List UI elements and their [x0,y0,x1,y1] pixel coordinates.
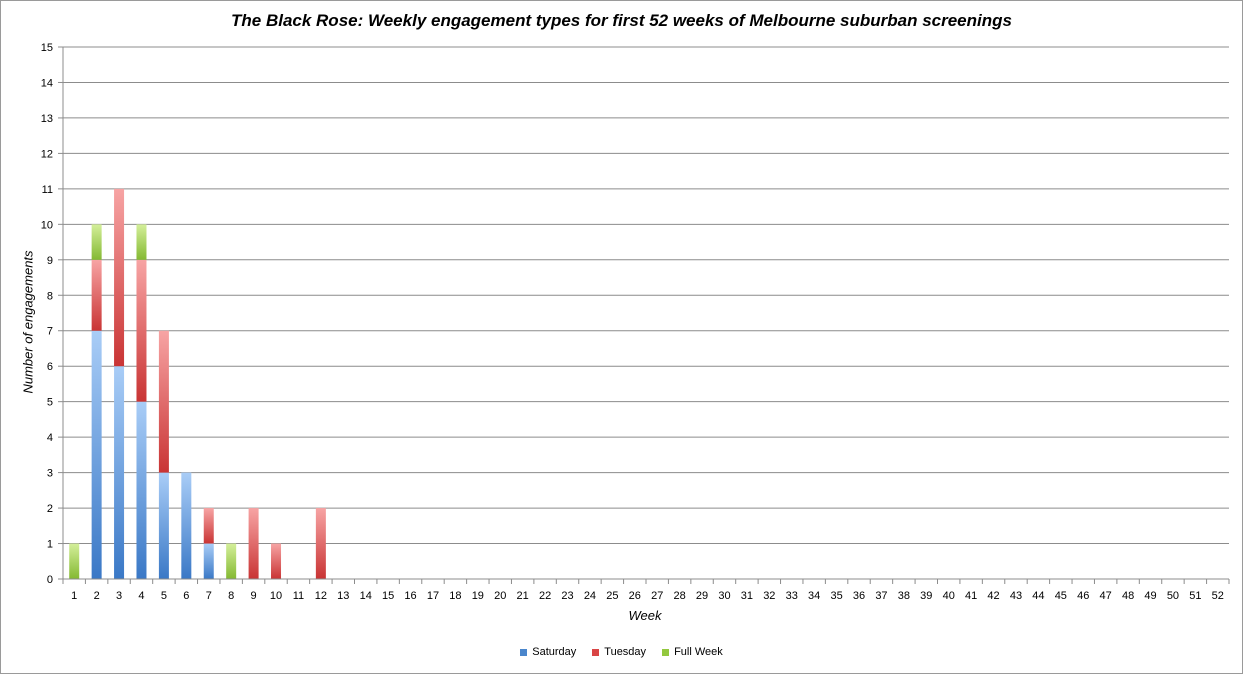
bar-saturday-week-2 [91,330,102,579]
x-tick-label: 45 [1055,590,1067,602]
x-tick-label: 36 [853,590,865,602]
x-tick-label: 33 [786,590,798,602]
x-tick-label: 21 [517,590,529,602]
x-tick-label: 47 [1100,590,1112,602]
x-tick-label: 41 [965,590,977,602]
y-tick-label: 3 [47,468,53,480]
y-tick-label: 9 [47,255,53,267]
bar-full-week-week-8 [226,543,237,579]
x-tick-label: 15 [382,590,394,602]
x-tick-label: 44 [1032,590,1044,602]
x-tick-label: 24 [584,590,596,602]
legend-swatch [592,648,600,656]
x-tick-label: 8 [228,590,234,602]
bar-tuesday-week-7 [203,508,214,544]
y-tick-label: 7 [47,326,53,338]
x-tick-label: 42 [987,590,999,602]
bar-saturday-week-3 [114,366,125,579]
x-tick-label: 3 [116,590,122,602]
x-tick-label: 14 [360,590,372,602]
x-tick-label: 19 [472,590,484,602]
x-tick-label: 10 [270,590,282,602]
x-tick-label: 37 [875,590,887,602]
y-tick-label: 13 [41,113,53,125]
x-tick-label: 31 [741,590,753,602]
bar-tuesday-week-5 [158,330,169,473]
bar-full-week-week-4 [136,224,147,260]
legend-label: Saturday [532,646,577,658]
x-tick-label: 2 [94,590,100,602]
x-tick-label: 38 [898,590,910,602]
y-tick-label: 1 [47,539,53,551]
y-tick-label: 6 [47,361,53,373]
legend-item-full-week: Full Week [662,646,723,658]
y-tick-label: 8 [47,290,53,302]
x-tick-label: 20 [494,590,506,602]
y-tick-label: 15 [41,42,53,54]
y-tick-label: 14 [41,77,53,89]
legend-item-saturday: Saturday [520,646,576,658]
y-tick-label: 10 [41,219,53,231]
x-tick-label: 50 [1167,590,1179,602]
x-tick-label: 25 [606,590,618,602]
x-tick-label: 18 [449,590,461,602]
x-tick-label: 43 [1010,590,1022,602]
x-tick-label: 11 [293,590,304,602]
x-tick-label: 5 [161,590,167,602]
x-tick-label: 6 [183,590,189,602]
x-tick-label: 52 [1212,590,1224,602]
legend-swatch [520,648,528,656]
chart-title: The Black Rose: Weekly engagement types … [231,11,1012,30]
bar-saturday-week-6 [181,472,192,579]
x-tick-label: 40 [943,590,955,602]
y-tick-label: 12 [41,148,53,160]
x-axis-label: Week [628,608,662,623]
x-tick-label: 39 [920,590,932,602]
legend-swatch [662,648,670,656]
x-tick-label: 1 [71,590,77,602]
bar-saturday-week-5 [158,472,169,579]
x-tick-label: 51 [1189,590,1201,602]
y-tick-label: 5 [47,397,53,409]
bar-tuesday-week-3 [114,188,125,367]
legend-label: Full Week [674,646,723,658]
bar-saturday-week-7 [203,543,214,579]
x-tick-label: 7 [206,590,212,602]
bar-tuesday-week-4 [136,259,147,402]
x-tick-label: 48 [1122,590,1134,602]
x-tick-label: 34 [808,590,820,602]
x-tick-label: 29 [696,590,708,602]
x-tick-label: 28 [674,590,686,602]
x-tick-label: 17 [427,590,439,602]
x-tick-label: 32 [763,590,775,602]
x-tick-label: 30 [718,590,730,602]
legend: Saturday Tuesday Full Week [0,646,1243,658]
bar-tuesday-week-9 [248,508,259,579]
y-tick-label: 11 [42,184,53,196]
y-tick-label: 0 [47,574,53,586]
x-tick-label: 12 [315,590,327,602]
x-tick-label: 23 [561,590,573,602]
bar-tuesday-week-2 [91,259,102,331]
bar-tuesday-week-12 [315,508,326,579]
x-tick-label: 9 [251,590,257,602]
x-tick-label: 35 [830,590,842,602]
x-tick-label: 27 [651,590,663,602]
x-tick-label: 16 [404,590,416,602]
x-tick-label: 13 [337,590,349,602]
bar-full-week-week-1 [69,543,80,579]
y-tick-label: 2 [47,503,53,515]
x-tick-label: 26 [629,590,641,602]
legend-item-tuesday: Tuesday [592,646,646,658]
y-tick-label: 4 [47,432,53,444]
bar-saturday-week-4 [136,401,147,579]
x-tick-label: 4 [138,590,144,602]
legend-label: Tuesday [604,646,647,658]
x-tick-label: 49 [1144,590,1156,602]
bar-full-week-week-2 [91,224,102,260]
x-tick-label: 46 [1077,590,1089,602]
x-tick-label: 22 [539,590,551,602]
bar-tuesday-week-10 [271,543,282,579]
